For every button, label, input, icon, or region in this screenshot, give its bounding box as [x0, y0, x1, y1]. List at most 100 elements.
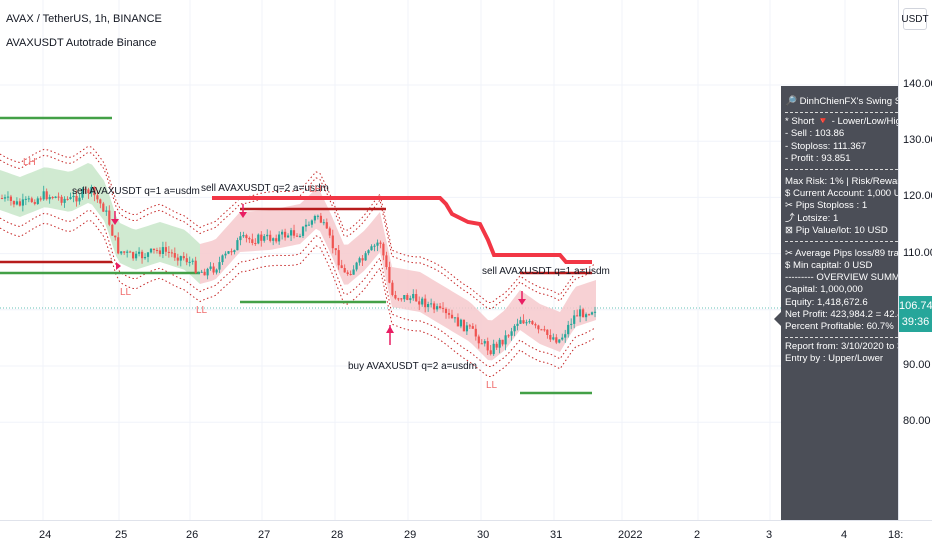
candle [287, 235, 290, 238]
candle [316, 215, 319, 217]
signal-line: * Short 🔻 - Lower/Low/High : Yes [785, 116, 898, 128]
candle [57, 196, 60, 198]
candles [0, 184, 597, 356]
panel-divider [785, 112, 898, 114]
candle [373, 245, 376, 247]
candle [528, 321, 531, 323]
candle [203, 271, 206, 276]
candle [355, 262, 358, 270]
candle [430, 303, 433, 305]
panel-pointer [774, 312, 781, 326]
candle [516, 323, 519, 326]
candle [227, 251, 230, 254]
candle [543, 329, 546, 331]
candle [424, 298, 427, 308]
candle [406, 295, 409, 300]
candle [206, 268, 209, 276]
bearish-band [200, 188, 596, 361]
panel-divider [785, 240, 898, 242]
candle [185, 258, 188, 263]
signal-line: - Stoploss: 111.367 [785, 140, 867, 152]
buy-signal-arrowhead [386, 326, 394, 333]
candle [78, 197, 81, 202]
candle [447, 313, 451, 315]
summary-line: Net Profit: 423,984.2 = 42.4% [785, 308, 898, 320]
candle [549, 335, 552, 340]
risk-line: ⊠ Pip Value/lot: 10 USD [785, 224, 888, 236]
candle [42, 191, 45, 200]
sell-signal-arrowhead [239, 212, 247, 218]
time-tick-label: 2 [694, 529, 701, 541]
candle [245, 235, 248, 239]
candle [75, 195, 78, 202]
sell-order-label: sell AVAXUSDT q=2 a=usdm [201, 183, 329, 194]
candle [54, 196, 57, 198]
candle [510, 331, 513, 336]
sell-signal-arrowhead [111, 219, 119, 225]
candle [436, 306, 439, 310]
sell-signal-arrowhead [518, 299, 526, 305]
sell-order-label: sell AVAXUSDT q=1 a=usdm [482, 266, 610, 277]
candle [310, 220, 313, 225]
candle [197, 272, 200, 274]
candle [9, 196, 12, 201]
candle [295, 235, 299, 237]
candle [179, 256, 182, 261]
risk-line: ⤴ Lotsize: 1 [785, 212, 839, 224]
swing-high-label: LH [23, 157, 36, 168]
time-tick-label: 27 [258, 529, 271, 541]
panel-divider [785, 337, 898, 339]
candle [492, 343, 495, 355]
candle [537, 325, 540, 330]
candle [409, 298, 412, 300]
time-axis[interactable]: 24 25 26 27 28 29 30 31 2022 2 3 4 18: [0, 520, 932, 550]
summary-line: Percent Profitable: 60.7% [785, 321, 894, 332]
candle [81, 189, 84, 198]
candle [158, 250, 161, 255]
candle [18, 201, 21, 206]
candle [242, 235, 245, 237]
time-tick-label: 24 [39, 529, 52, 541]
candle [135, 253, 138, 259]
candle [439, 306, 442, 308]
report-block: Report from: 3/10/2020 to 31/12/2021Entr… [785, 341, 898, 365]
sell-order-label: sell AVAXUSDT q=1 a=usdm [72, 186, 200, 197]
candle [388, 267, 391, 283]
indicator-title[interactable]: AVAXUSDT Autotrade Binance [6, 37, 157, 49]
summary-line: $ Min capital: 0 USD [785, 260, 873, 272]
candle [501, 339, 504, 345]
candle [212, 266, 215, 273]
candle [194, 260, 197, 273]
candle [418, 301, 421, 305]
candle [546, 329, 549, 335]
price-chart[interactable] [0, 0, 898, 520]
candle [0, 198, 4, 199]
candle [370, 246, 373, 251]
candle [525, 322, 528, 324]
candle [367, 250, 370, 254]
candle [36, 198, 39, 204]
candle [108, 210, 111, 225]
candle [307, 224, 310, 226]
candle [582, 309, 585, 318]
envelope-line-outer-lower [0, 219, 597, 377]
last-price: 106.74 [899, 300, 932, 312]
risk-block: Max Risk: 1% | Risk/Reward: 1/1.333$ Cur… [785, 176, 898, 237]
candle [403, 295, 406, 300]
candle [555, 337, 558, 343]
currency-button[interactable]: USDT [901, 8, 929, 30]
summary-line: --------- OVERVIEW SUMMARY --------- [785, 272, 898, 284]
candle [164, 247, 167, 252]
candle [141, 251, 144, 259]
candle [239, 236, 242, 241]
candle [313, 216, 316, 221]
candle [84, 189, 87, 190]
candle [504, 335, 507, 345]
candle [412, 294, 415, 299]
candle [15, 201, 18, 205]
candle [397, 298, 400, 300]
candle [364, 253, 367, 261]
candle [585, 314, 588, 318]
